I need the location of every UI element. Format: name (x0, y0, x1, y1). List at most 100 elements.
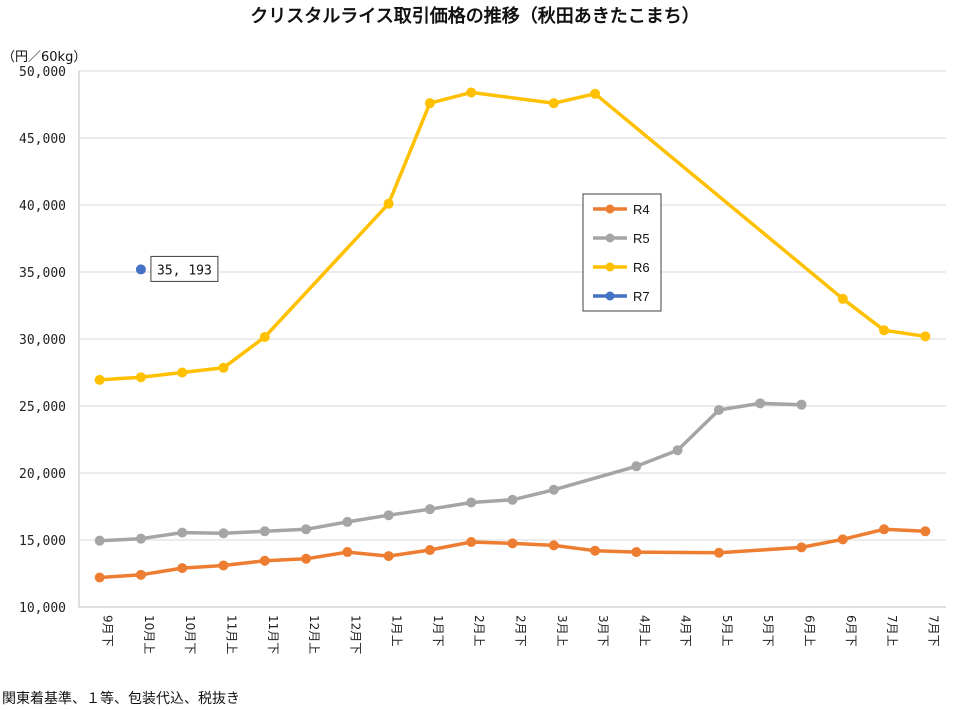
series-r5 (94, 398, 807, 546)
x-tick: 11月下 (266, 615, 280, 654)
data-point-r4 (177, 563, 188, 574)
x-tick: 4月上 (637, 615, 651, 647)
x-tick-label: 4月下 (679, 615, 693, 647)
data-point-r5 (383, 510, 394, 521)
data-point-r6 (259, 331, 270, 342)
legend-marker (605, 233, 615, 243)
data-point-r4 (466, 537, 477, 548)
data-point-r5 (548, 484, 559, 495)
data-point-r5 (466, 497, 477, 508)
x-tick-label: 1月下 (431, 615, 445, 647)
legend-marker (605, 204, 615, 214)
data-point-r6 (94, 374, 105, 385)
x-tick: 12月上 (307, 615, 321, 654)
x-tick: 6月下 (844, 615, 858, 647)
legend: R4 R5 R6 R7 (582, 193, 662, 312)
data-point-r5 (259, 526, 270, 537)
x-tick: 9月下 (101, 615, 115, 647)
y-tick-label: 25,000 (19, 400, 66, 415)
legend-label: R6 (633, 260, 650, 275)
x-tick: 10月上 (142, 615, 156, 654)
x-tick: 3月上 (555, 615, 569, 647)
x-tick: 5月下 (761, 615, 775, 647)
x-tick-label: 5月下 (761, 615, 775, 647)
data-point-r5 (177, 527, 188, 538)
legend-item-r7: R7 (593, 289, 650, 304)
data-point-r5 (507, 494, 518, 505)
data-point-r5 (713, 405, 724, 416)
data-point-r4 (837, 534, 848, 545)
data-point-r6 (424, 98, 435, 109)
data-point-r5 (755, 398, 766, 409)
x-tick-label: 10月上 (142, 615, 156, 654)
legend-item-r5: R5 (593, 231, 650, 246)
y-tick-label: 40,000 (19, 199, 66, 214)
x-tick-label: 1月上 (390, 615, 404, 647)
data-point-r5 (631, 461, 642, 472)
x-tick-label: 7月上 (885, 615, 899, 647)
series-r7 (135, 264, 146, 275)
data-point-r4 (94, 572, 105, 583)
gridlines (78, 70, 946, 608)
series-line-r5 (97, 401, 804, 543)
x-tick-label: 12月上 (307, 615, 321, 654)
x-tick: 2月下 (514, 615, 528, 647)
data-point-r4 (590, 545, 601, 556)
y-tick-label: 15,000 (19, 534, 66, 549)
legend-item-r6: R6 (593, 260, 650, 275)
data-point-r4 (301, 553, 312, 564)
x-tick: 6月上 (803, 615, 817, 647)
data-label: 35, 193 (157, 263, 212, 278)
data-point-r6 (837, 293, 848, 304)
data-label-box (150, 255, 219, 282)
data-point-r5 (672, 445, 683, 456)
series-r4 (94, 524, 931, 583)
x-tick-label: 3月下 (596, 615, 610, 647)
data-point-r6 (879, 325, 890, 336)
legend-marker (605, 262, 615, 272)
data-point-r6 (383, 198, 394, 209)
y-tick-label: 50,000 (19, 65, 66, 80)
data-point-r7 (135, 264, 146, 275)
x-tick-label: 7月下 (926, 615, 940, 647)
x-tick-label: 2月上 (472, 615, 486, 647)
data-point-r4 (713, 547, 724, 558)
data-point-r5 (342, 516, 353, 527)
legend-marker (605, 291, 615, 301)
x-tick: 2月上 (472, 615, 486, 647)
x-tick: 5月上 (720, 615, 734, 647)
data-point-r4 (218, 560, 229, 571)
x-tick-label: 9月下 (101, 615, 115, 647)
data-point-r6 (218, 362, 229, 373)
series-r6 (94, 87, 931, 385)
data-point-r4 (548, 540, 559, 551)
data-point-r6 (135, 372, 146, 383)
x-tick-label: 12月下 (348, 615, 362, 654)
x-tick-label: 2月下 (514, 615, 528, 647)
data-point-r5 (94, 535, 105, 546)
data-point-r5 (424, 504, 435, 515)
legend-label: R5 (633, 231, 650, 246)
data-point-r4 (259, 555, 270, 566)
data-point-r6 (177, 367, 188, 378)
x-tick-label: 6月下 (844, 615, 858, 647)
data-point-r4 (796, 542, 807, 553)
data-point-r5 (135, 533, 146, 544)
data-point-r5 (218, 528, 229, 539)
x-tick-label: 5月上 (720, 615, 734, 647)
data-point-r4 (879, 524, 890, 535)
x-tick-label: 4月上 (637, 615, 651, 647)
x-axis-ticks: 9月下 10月上 10月下 11月上 11月下 12月上 12月下 1月上 1月下 2月上 2月下 3… (101, 615, 941, 654)
x-tick-label: 11月上 (225, 615, 239, 654)
data-point-r5 (301, 524, 312, 535)
y-tick-label: 45,000 (19, 132, 66, 147)
x-tick: 12月下 (348, 615, 362, 654)
x-tick: 11月上 (225, 615, 239, 654)
x-tick: 1月上 (390, 615, 404, 647)
y-tick-label: 35,000 (19, 266, 66, 281)
footnote: 関東着基準、１等、包装代込、税抜き (2, 690, 240, 707)
x-tick-label: 6月上 (803, 615, 817, 647)
y-tick-label: 30,000 (19, 333, 66, 348)
data-point-r6 (548, 98, 559, 109)
